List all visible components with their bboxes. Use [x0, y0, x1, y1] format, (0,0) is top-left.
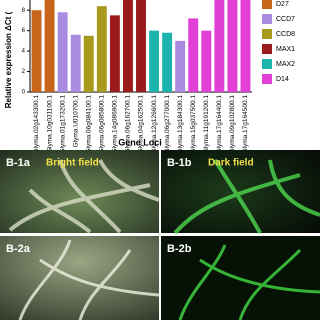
bar [162, 32, 173, 92]
x-tick-label: Glyma.11g191200.1 [203, 95, 210, 153]
x-tick-label: Glyma.U010700.1 [72, 95, 79, 148]
bar [31, 10, 42, 92]
bar [175, 40, 186, 92]
legend-label: MAX1 [276, 46, 295, 53]
legend-swatch [262, 44, 272, 54]
roots [173, 158, 320, 235]
panel-b2a [0, 236, 160, 320]
bar [227, 0, 238, 92]
legend-label: CCD8 [276, 31, 295, 38]
panel-label: B-2b [167, 243, 192, 255]
bar [109, 15, 120, 92]
roots [178, 244, 320, 320]
x-tick-label: Glyma.02g143300.1 [33, 95, 40, 154]
legend-label: CCD7 [276, 16, 295, 23]
panel-label: B-2a [6, 243, 31, 255]
panel-b1b [161, 150, 320, 235]
x-tick-label: Glyma.09g102800.1 [229, 95, 236, 154]
bar [214, 0, 225, 92]
bar [44, 0, 55, 92]
panel-label: B-1a [6, 157, 31, 169]
x-tick-label: Glyma.17g164500.1 [242, 95, 249, 154]
y-tick-label: 8 [22, 8, 26, 14]
bar [136, 0, 146, 92]
x-tick-label: Glyma.17g164400.1 [216, 95, 223, 154]
y-tick-label: 2 [22, 69, 26, 75]
bar [96, 6, 107, 92]
x-axis-label: Gene Loci [118, 137, 162, 147]
x-tick-label: Glyma.13g184300.1 [177, 95, 184, 154]
y-tick-label: 4 [22, 49, 26, 55]
bar [70, 34, 81, 92]
panel-label: B-1b [167, 157, 192, 169]
legend-swatch [262, 29, 272, 39]
panel-b1a [0, 150, 160, 234]
x-tick-label: Glyma.06g277000.1 [164, 95, 171, 154]
bar [83, 35, 94, 92]
bar [240, 0, 251, 92]
y-tick-label: 6 [22, 28, 26, 34]
x-tick-label: Glyma.15g037500.1 [190, 95, 197, 154]
plot-area [31, 0, 251, 92]
legend-label: D27 [276, 1, 289, 8]
x-tick-label: Glyma.06g085800.1 [99, 95, 106, 154]
bar [57, 12, 68, 92]
y-axis-label: Relative expression ΔCt ( [4, 11, 13, 108]
roots [8, 159, 160, 234]
bar-chart: Relative expression ΔCt ( Gene Loci 0 2 4 6… [4, 0, 320, 154]
legend-label: MAX2 [276, 61, 295, 68]
panel-caption: Dark field [208, 158, 254, 169]
panel-caption: Bright field [46, 158, 99, 169]
x-tick-label: Glyma.06g162700.1 [125, 95, 132, 154]
bar [201, 30, 212, 92]
x-tick-label: Glyma.14g086900.1 [112, 95, 119, 154]
legend-swatch [262, 59, 272, 69]
roots [18, 239, 160, 320]
x-tick-label: Glyma.10g031100.1 [46, 95, 53, 153]
x-tick-label: Glyma.06g084100.1 [85, 95, 92, 154]
y-tick-label: 0 [22, 90, 26, 96]
legend-swatch [262, 0, 272, 9]
legend-swatch [262, 14, 272, 24]
x-tick-label: Glyma.12g126600.1 [151, 95, 158, 154]
legend-label: D14 [276, 76, 289, 83]
bar [149, 30, 160, 92]
panel-b2b [161, 236, 320, 320]
x-tick-label: Glyma.01g173200.1 [59, 95, 66, 154]
legend-swatch [262, 74, 272, 84]
x-tick-label: Glyma.04g162500.1 [138, 95, 145, 154]
bar [188, 18, 199, 92]
bar [122, 0, 133, 92]
